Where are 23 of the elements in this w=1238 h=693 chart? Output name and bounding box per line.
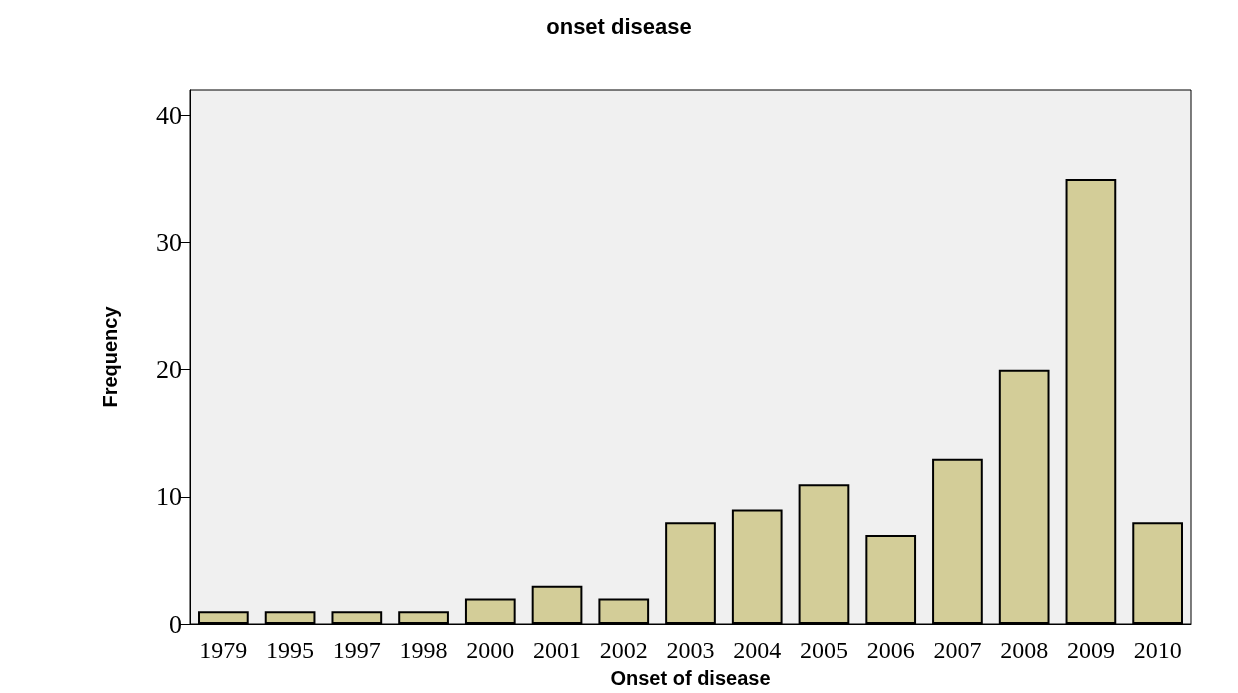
x-axis-title: Onset of disease (610, 667, 771, 689)
x-tick-label: 2008 (1000, 637, 1049, 663)
chart-title: onset disease (546, 13, 692, 39)
x-tick-label: 2006 (866, 637, 915, 663)
x-tick-label: 2004 (733, 637, 782, 663)
y-tick-label: 30 (156, 228, 182, 258)
x-tick-label: 1998 (399, 637, 448, 663)
y-tick-label: 10 (156, 482, 182, 512)
x-tick-label: 1995 (266, 637, 315, 663)
x-tick-label: 2005 (799, 637, 848, 663)
x-tick-label: 2001 (533, 637, 582, 663)
y-tick-label: 40 (156, 100, 182, 130)
x-tick-label: 2009 (1066, 637, 1115, 663)
y-tick-label: 0 (169, 609, 182, 639)
y-tick-label: 20 (156, 355, 182, 385)
x-tick-label: 2003 (666, 637, 715, 663)
y-axis-title: Frequency (99, 305, 121, 408)
x-tick-label: 2007 (933, 637, 982, 663)
x-tick-label: 2000 (466, 637, 515, 663)
x-tick-label: 1997 (332, 637, 381, 663)
x-tick-label: 2010 (1133, 637, 1182, 663)
x-tick-label: 2002 (599, 637, 648, 663)
x-tick-label: 1979 (199, 637, 248, 663)
